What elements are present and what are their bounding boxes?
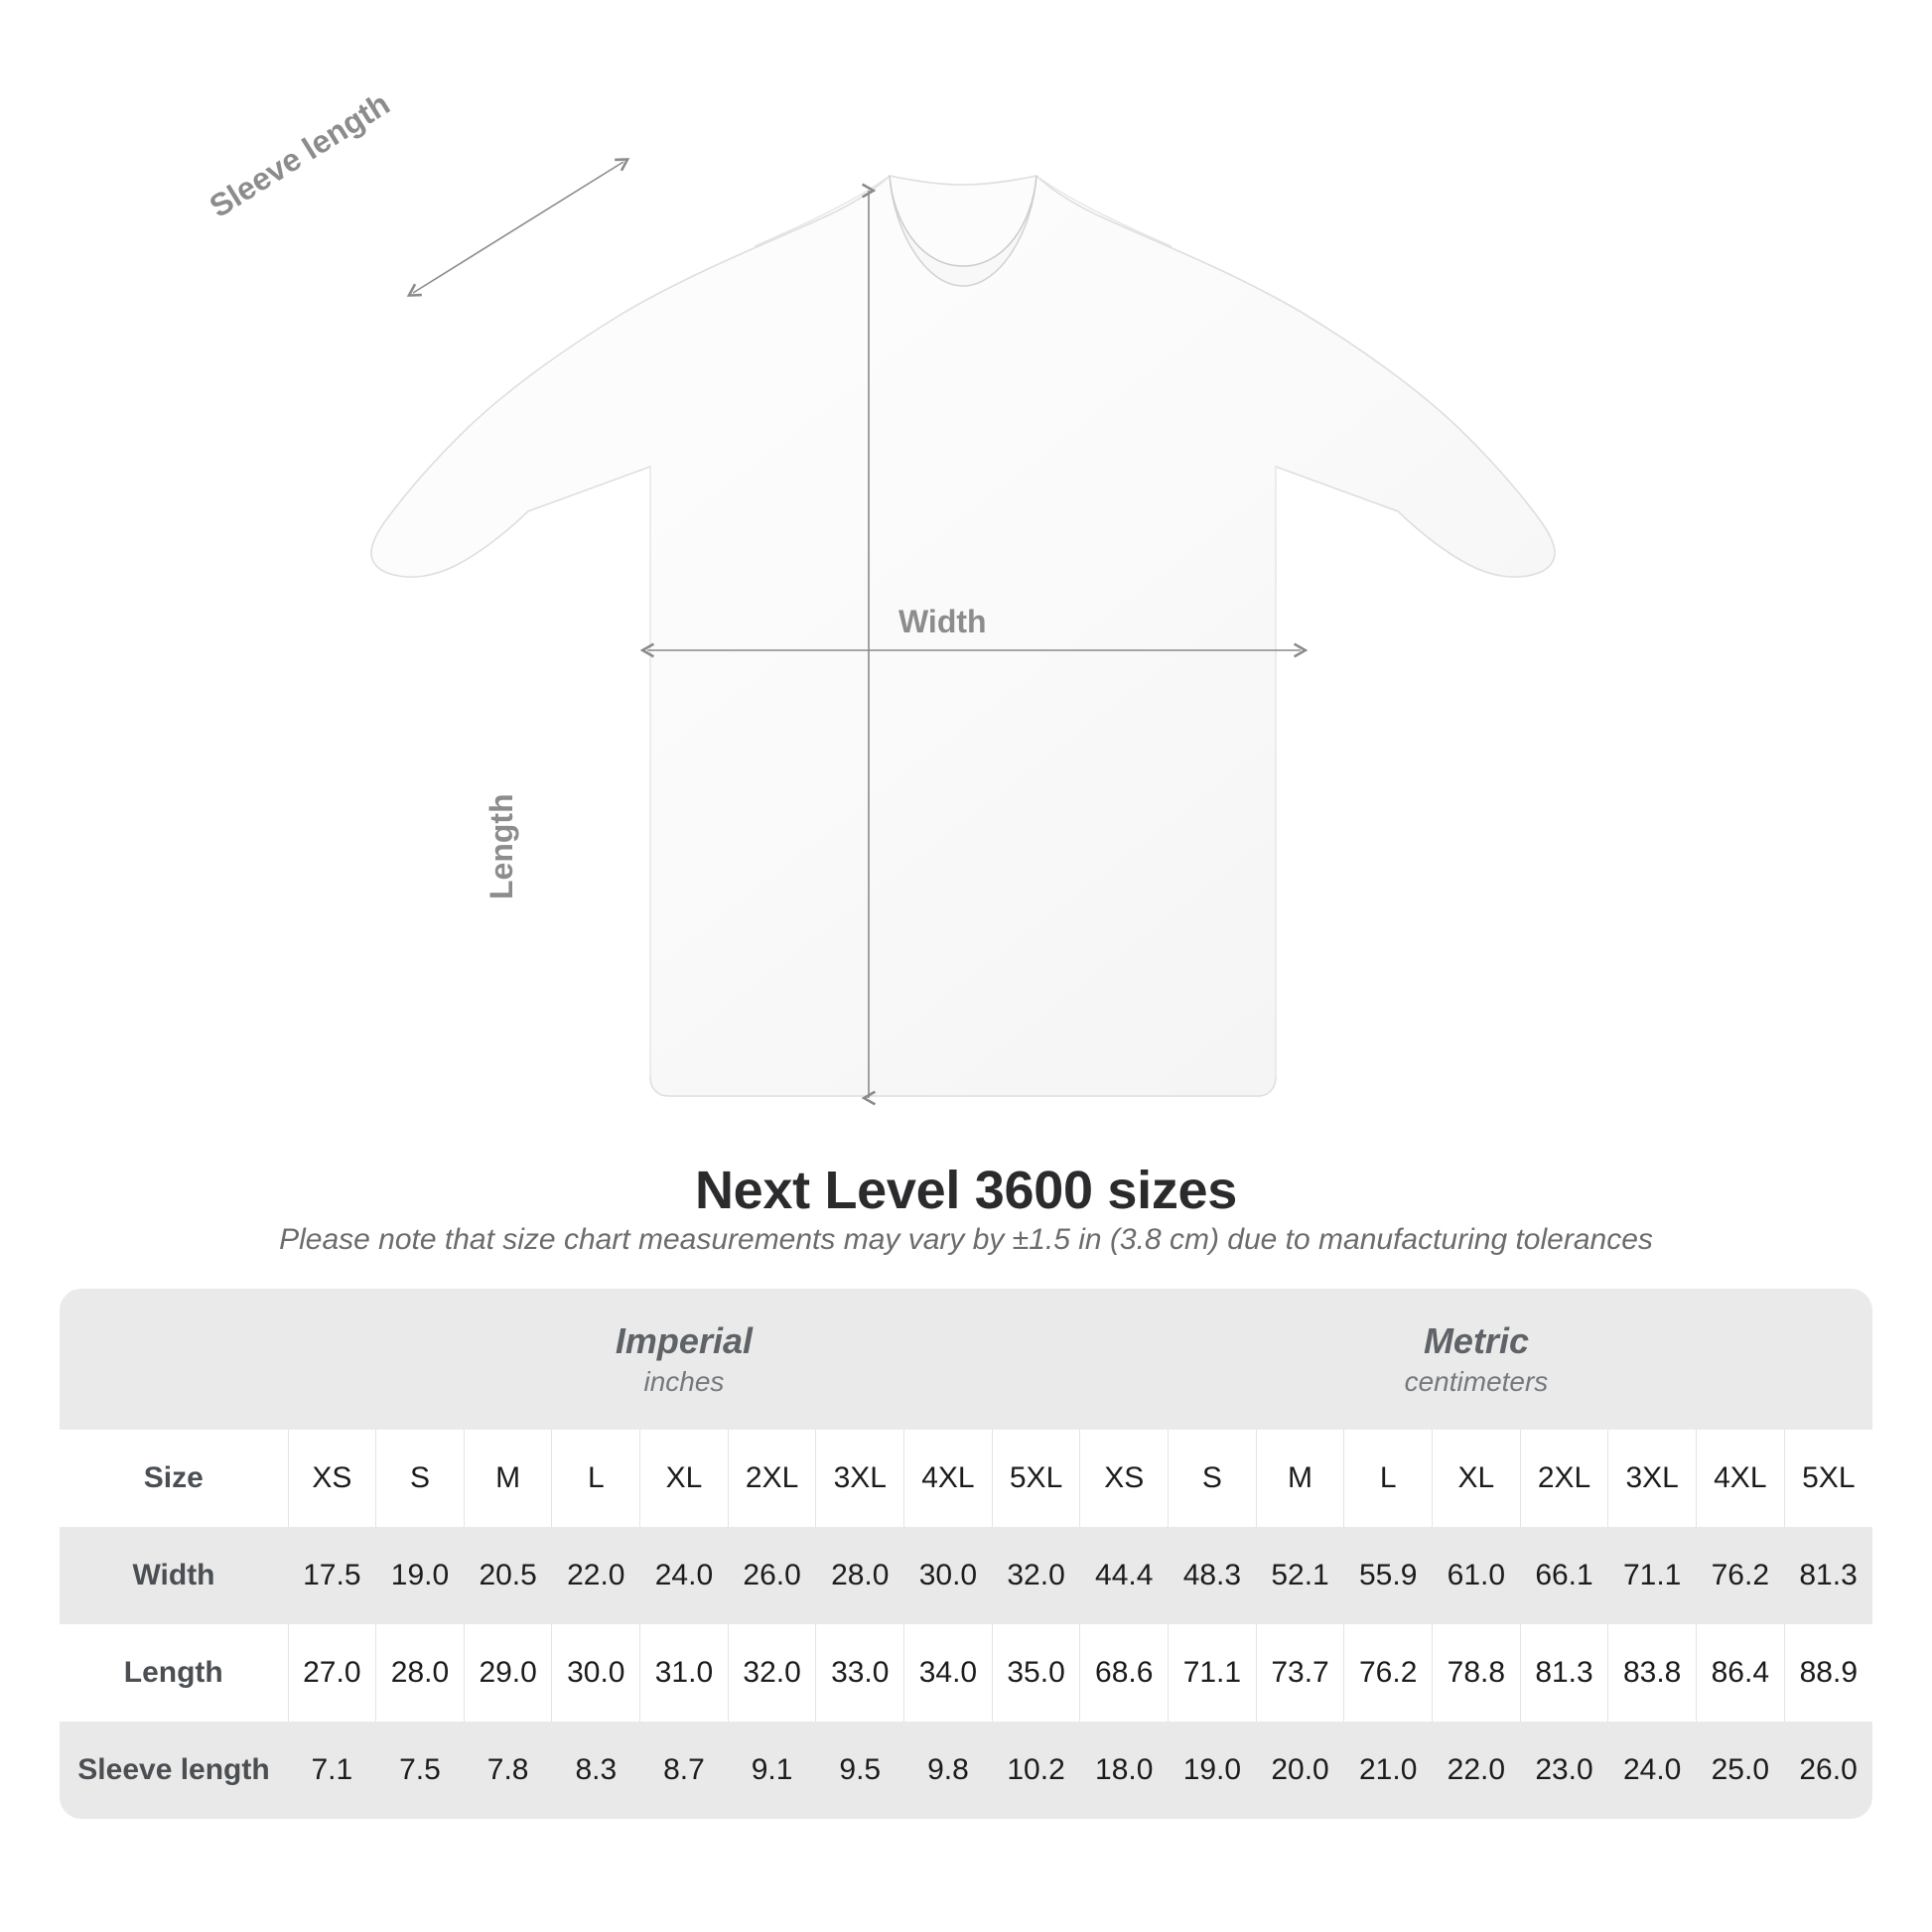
svg-text:Width: Width	[898, 604, 987, 639]
svg-text:Length: Length	[483, 793, 519, 899]
svg-text:Sleeve length: Sleeve length	[204, 85, 396, 224]
